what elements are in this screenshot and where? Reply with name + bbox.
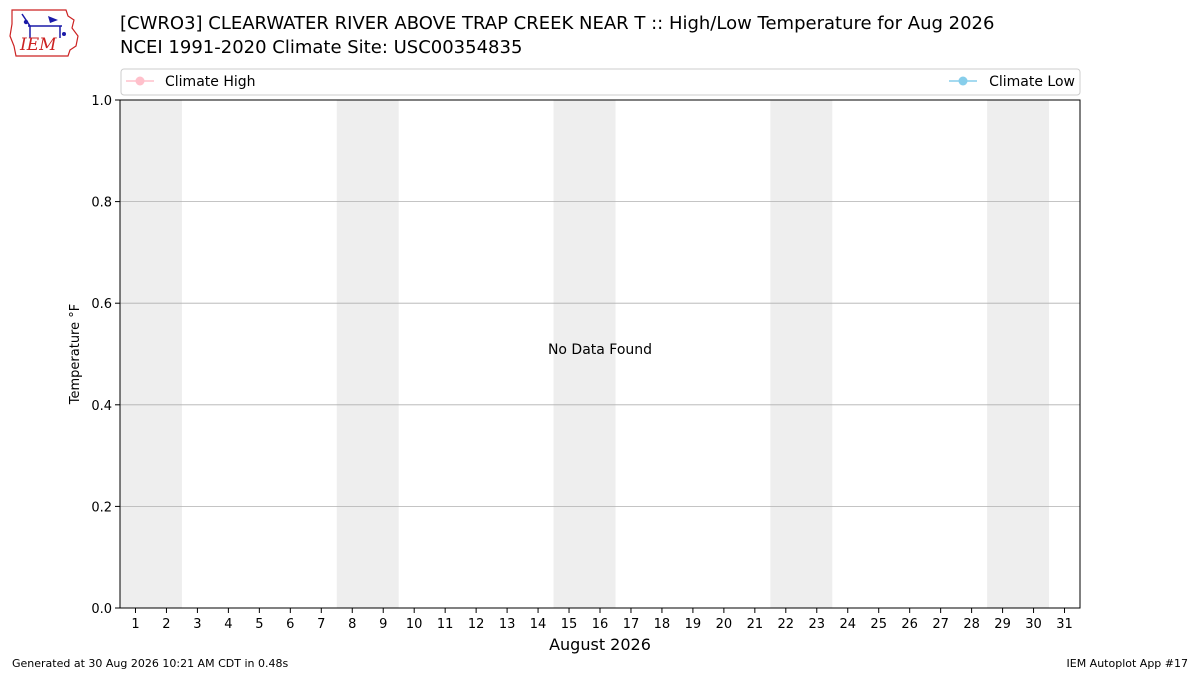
weekend-band xyxy=(987,100,1050,608)
legend-high-label: Climate High xyxy=(165,74,256,90)
x-tick-label: 11 xyxy=(437,617,454,632)
x-axis-ticks: 1 2 3 4 5 6 7 8 9 10 11 12 13 14 15 16 17 18 19 20 21 22 23 24 2… xyxy=(131,608,1073,632)
x-tick-label: 10 xyxy=(406,617,423,632)
x-tick-label: 20 xyxy=(716,617,733,632)
x-tick-label: 26 xyxy=(901,617,918,632)
x-tick-label: 4 xyxy=(224,617,232,632)
x-tick-label: 14 xyxy=(530,617,547,632)
x-tick-label: 21 xyxy=(747,617,764,632)
x-tick-label: 7 xyxy=(317,617,325,632)
x-tick-label: 27 xyxy=(932,617,949,632)
y-axis-ticks: 0.0 0.2 0.4 0.6 0.8 1.0 xyxy=(91,94,120,617)
x-tick-label: 8 xyxy=(348,617,356,632)
x-tick-label: 29 xyxy=(994,617,1011,632)
legend: Climate High Climate Low xyxy=(120,68,1081,96)
x-tick-label: 6 xyxy=(286,617,294,632)
x-tick-label: 13 xyxy=(499,617,516,632)
legend-low-marker xyxy=(958,76,968,86)
x-tick-label: 19 xyxy=(685,617,702,632)
x-tick-label: 22 xyxy=(778,617,795,632)
x-tick-label: 9 xyxy=(379,617,387,632)
weekend-bands xyxy=(120,100,1050,608)
x-tick-label: 2 xyxy=(162,617,170,632)
chart-subtitle: NCEI 1991-2020 Climate Site: USC00354835 xyxy=(120,37,523,58)
x-axis-label: August 2026 xyxy=(549,635,651,654)
legend-box xyxy=(120,68,1081,96)
x-tick-label: 5 xyxy=(255,617,263,632)
x-tick-label: 18 xyxy=(654,617,671,632)
x-tick-label: 3 xyxy=(193,617,201,632)
x-tick-label: 15 xyxy=(561,617,578,632)
weekend-band xyxy=(336,100,399,608)
y-tick-label: 0.0 xyxy=(91,602,112,617)
y-tick-label: 0.8 xyxy=(91,196,112,211)
x-tick-label: 25 xyxy=(870,617,887,632)
app-footer: IEM Autoplot App #17 xyxy=(1066,657,1189,670)
legend-high-marker xyxy=(135,76,145,86)
x-tick-label: 12 xyxy=(468,617,485,632)
x-tick-label: 23 xyxy=(809,617,826,632)
x-tick-label: 28 xyxy=(963,617,980,632)
y-tick-label: 1.0 xyxy=(91,94,112,109)
y-tick-label: 0.4 xyxy=(91,399,112,414)
chart-title: [CWRO3] CLEARWATER RIVER ABOVE TRAP CREE… xyxy=(120,13,995,34)
no-data-annotation: No Data Found xyxy=(548,342,652,358)
weekend-band xyxy=(120,100,182,608)
x-tick-label: 30 xyxy=(1025,617,1042,632)
weekend-band xyxy=(553,100,616,608)
iem-logo-text: IEM xyxy=(19,35,57,55)
generated-footer: Generated at 30 Aug 2026 10:21 AM CDT in… xyxy=(12,657,289,670)
weekend-band xyxy=(770,100,833,608)
y-axis-label: Temperature °F xyxy=(68,304,83,405)
x-tick-label: 16 xyxy=(592,617,609,632)
iem-logo: IEM xyxy=(9,9,79,57)
y-tick-label: 0.6 xyxy=(91,297,112,312)
legend-low-label: Climate Low xyxy=(989,74,1075,90)
x-tick-label: 31 xyxy=(1056,617,1073,632)
x-tick-label: 17 xyxy=(623,617,640,632)
y-tick-label: 0.2 xyxy=(91,500,112,515)
x-tick-label: 1 xyxy=(131,617,139,632)
x-tick-label: 24 xyxy=(839,617,856,632)
